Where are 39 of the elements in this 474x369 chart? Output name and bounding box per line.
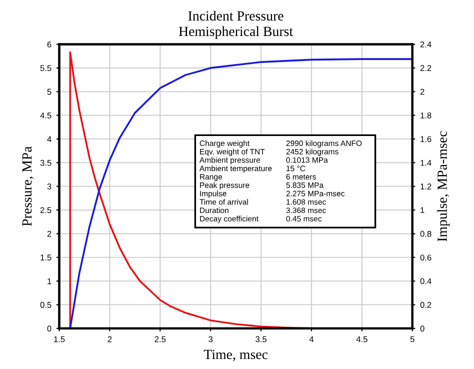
y2-tick-label: 2.2 <box>420 65 432 71</box>
x-tick-label: 2.5 <box>154 336 166 342</box>
y2-axis-title: Impulse, MPa-msec <box>437 131 450 242</box>
line-series <box>69 58 412 328</box>
y-tick-label: 5.5 <box>40 65 52 72</box>
y-tick-label: 0 <box>47 326 52 332</box>
y-tick-label: 1.5 <box>40 254 52 260</box>
y-tick-label: 3.5 <box>40 160 52 166</box>
y-tick-label: 4 <box>47 136 52 142</box>
y2-tick-label: 2.4 <box>420 41 432 48</box>
y2-tick-label: 1.2 <box>420 184 432 190</box>
y-tick-label: 0.5 <box>40 302 52 308</box>
y-tick-label: 1 <box>48 278 52 284</box>
x-tick-label: 5 <box>410 336 414 342</box>
y2-tick-label: 0.6 <box>420 254 432 260</box>
x-tick-label: 2 <box>108 336 112 342</box>
y2-tick-label: 1.6 <box>420 136 432 142</box>
y-tick-label: 3 <box>47 184 52 190</box>
y-tick-label: 2 <box>47 230 52 237</box>
y-tick-label: 2.5 <box>40 207 52 214</box>
x-tick-label: 1.5 <box>54 336 65 342</box>
y2-tick-label: 1.4 <box>420 160 432 166</box>
y-tick-label: 6 <box>47 41 52 48</box>
y-tick-label: 5 <box>47 88 52 95</box>
y-tick-label: 4.5 <box>40 112 52 118</box>
y2-tick-label: 0.8 <box>420 230 432 237</box>
x-axis-title: Time, msec <box>204 350 268 362</box>
chart-title: Incident Pressure Hemispherical Burst <box>178 10 294 39</box>
x-tick-label: 4.5 <box>356 336 368 342</box>
x-tick-label: 3.5 <box>256 336 266 342</box>
y2-tick-label: 1 <box>420 207 424 214</box>
y2-tick-label: 1.8 <box>420 112 432 118</box>
y2-tick-label: 0.2 <box>420 302 432 308</box>
x-tick-label: 3 <box>208 336 213 342</box>
x-tick-label: 4 <box>309 336 314 342</box>
y2-tick-label: 2 <box>420 88 424 95</box>
y2-tick-label: 0 <box>420 326 424 332</box>
y-axis-title: Pressure, MPa <box>22 146 34 226</box>
y2-tick-label: 0.4 <box>420 278 432 284</box>
